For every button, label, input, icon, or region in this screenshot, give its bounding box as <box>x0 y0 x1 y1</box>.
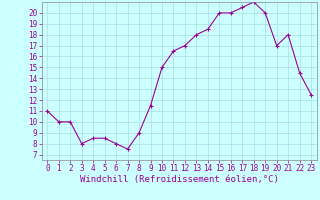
X-axis label: Windchill (Refroidissement éolien,°C): Windchill (Refroidissement éolien,°C) <box>80 175 279 184</box>
